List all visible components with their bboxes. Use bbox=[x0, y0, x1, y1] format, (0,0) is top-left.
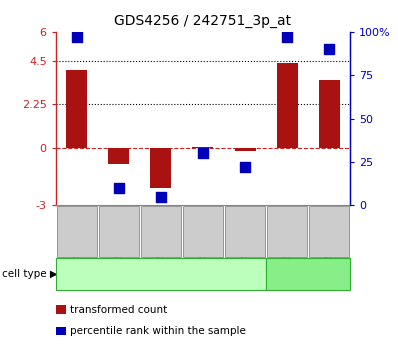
Text: GSM501249: GSM501249 bbox=[72, 212, 81, 263]
Text: GSM501254: GSM501254 bbox=[283, 212, 292, 263]
Bar bbox=[277, 63, 298, 148]
Text: cell type ▶: cell type ▶ bbox=[2, 269, 58, 279]
Text: normal lung
parenchyma: normal lung parenchyma bbox=[275, 263, 341, 285]
Point bbox=[242, 164, 248, 170]
Text: caseous TB granulomas: caseous TB granulomas bbox=[99, 269, 223, 279]
Point bbox=[116, 185, 122, 191]
Bar bbox=[193, 147, 213, 148]
Point bbox=[200, 150, 206, 156]
Text: percentile rank within the sample: percentile rank within the sample bbox=[70, 326, 246, 336]
Title: GDS4256 / 242751_3p_at: GDS4256 / 242751_3p_at bbox=[114, 14, 292, 28]
Text: GSM501255: GSM501255 bbox=[325, 212, 334, 263]
Text: GSM501250: GSM501250 bbox=[114, 212, 123, 263]
Point bbox=[158, 194, 164, 200]
Text: GSM501251: GSM501251 bbox=[156, 212, 166, 263]
Point bbox=[326, 46, 332, 52]
Text: GSM501253: GSM501253 bbox=[240, 212, 250, 263]
Text: GSM501252: GSM501252 bbox=[199, 212, 207, 263]
Bar bbox=[234, 148, 256, 151]
Bar bbox=[108, 148, 129, 164]
Text: transformed count: transformed count bbox=[70, 305, 168, 315]
Point bbox=[284, 34, 290, 40]
Bar bbox=[66, 70, 87, 148]
Bar bbox=[150, 148, 172, 188]
Point bbox=[74, 34, 80, 40]
Bar bbox=[319, 80, 340, 148]
